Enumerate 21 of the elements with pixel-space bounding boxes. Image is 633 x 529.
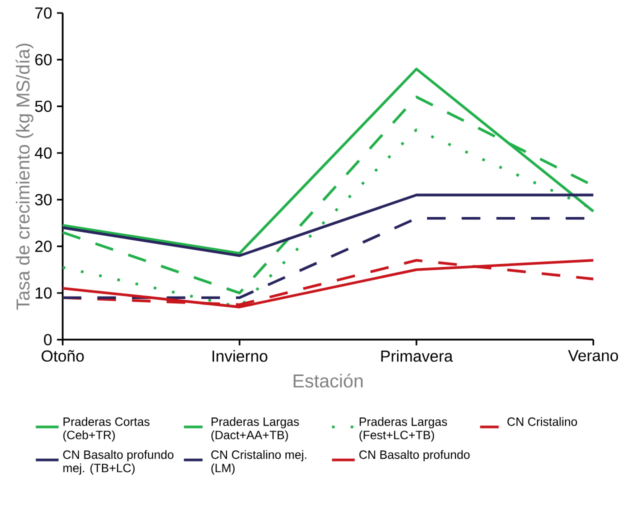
y-tick-label: 0 xyxy=(44,334,52,346)
y-tick-label: 30 xyxy=(35,194,52,206)
legend-label: Praderas Largas (Fest+LC+TB) xyxy=(360,417,448,442)
x-tick-label: Invierno xyxy=(212,350,268,362)
y-tick-label: 60 xyxy=(35,54,52,66)
y-tick-label: 40 xyxy=(34,147,52,159)
x-tick-label: Primavera xyxy=(381,350,453,362)
y-tick-label: 20 xyxy=(35,240,52,252)
legend-label: CN Cristalino mej. (LM) xyxy=(211,450,306,475)
y-tick-label: 50 xyxy=(35,100,52,112)
legend-label: CN Basalto profundo xyxy=(359,450,470,462)
x-axis-title: Estación xyxy=(294,374,363,388)
legend-label: CN Cristalino xyxy=(507,417,577,426)
legend-label: CN Basalto profundo mej. (TB+LC) xyxy=(63,450,174,475)
x-tick-label: Verano xyxy=(568,350,618,362)
y-tick-label: 10 xyxy=(36,287,52,299)
y-tick-label: 70 xyxy=(35,7,52,19)
y-axis-title: Tasa de crecimiento (kg MS/día) xyxy=(16,44,34,310)
legend-label: Praderas Largas (Dact+AA+TB) xyxy=(211,417,299,442)
legend-label: Praderas Cortas (Ceb+TR) xyxy=(63,417,150,442)
x-tick-label: Otoño xyxy=(42,350,84,362)
